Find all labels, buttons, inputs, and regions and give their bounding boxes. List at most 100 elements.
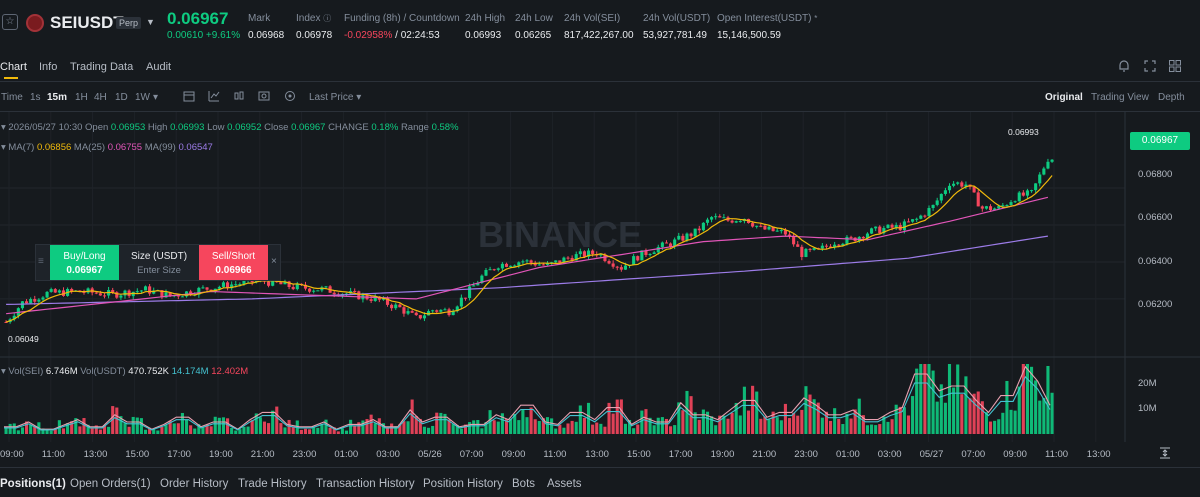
volume-bar xyxy=(242,426,246,434)
volume-bar xyxy=(16,430,20,434)
volume-bar xyxy=(205,424,209,434)
candle-body xyxy=(820,245,824,249)
ohlc-change: 0.18% xyxy=(371,122,399,133)
settings-icon[interactable] xyxy=(258,90,270,105)
buy-long-button[interactable]: Buy/Long 0.06967 xyxy=(50,245,119,280)
tab-order-history[interactable]: Order History xyxy=(160,478,229,490)
layout-grid-icon[interactable] xyxy=(1168,59,1182,73)
volume-bar xyxy=(184,419,189,434)
volume-bar xyxy=(669,426,673,434)
volume-bar xyxy=(870,424,874,434)
candle-body xyxy=(586,250,591,257)
volume-bar xyxy=(1009,409,1013,434)
tab-assets[interactable]: Assets xyxy=(547,478,582,490)
interval-4h[interactable]: 4H xyxy=(94,92,107,103)
candle-type-icon[interactable] xyxy=(233,90,245,105)
candle-body xyxy=(414,312,418,316)
symbol-name[interactable]: SEIUSDT xyxy=(50,13,124,32)
x-tick: 05/26 xyxy=(418,449,442,460)
interval-1s[interactable]: 1s xyxy=(30,92,41,103)
volume-bar xyxy=(947,364,952,434)
volume-info-row: ▾ Vol(SEI) 6.746M Vol(USDT) 470.752K 14.… xyxy=(1,366,249,377)
volume-bar xyxy=(570,420,574,434)
more-intervals-icon[interactable]: ▾ xyxy=(153,92,159,103)
volume-bar xyxy=(1025,364,1029,434)
price-type-select[interactable]: Last Price ▾ xyxy=(309,92,362,103)
candle-body xyxy=(697,228,701,231)
candle-body xyxy=(308,288,312,292)
indicator-icon[interactable] xyxy=(208,90,220,105)
volume-bar xyxy=(845,413,849,434)
candle-body xyxy=(591,250,595,255)
volume-bar xyxy=(262,421,267,434)
drag-handle-icon[interactable]: ≡ xyxy=(38,256,44,267)
tab-trade-history[interactable]: Trade History xyxy=(238,478,307,490)
candle-body xyxy=(369,299,373,301)
volume-bar xyxy=(197,424,201,434)
stat-value-mark: 0.06968 xyxy=(248,30,285,41)
bell-icon[interactable] xyxy=(1117,59,1131,73)
candle-body xyxy=(472,285,476,287)
volume-bar xyxy=(935,401,939,434)
size-input[interactable]: Size (USDT) Enter Size xyxy=(130,251,188,276)
interval-15m[interactable]: 15m xyxy=(47,92,68,103)
tab-audit[interactable]: Audit xyxy=(146,61,172,73)
candlestick-chart[interactable]: BINANCE xyxy=(0,112,1200,467)
candle-body xyxy=(291,287,295,290)
view-trading-view[interactable]: Trading View xyxy=(1091,92,1149,103)
tab-info[interactable]: Info xyxy=(39,61,58,73)
volume-bar xyxy=(390,423,394,434)
contract-badge: Perp xyxy=(116,17,142,29)
favorite-star-icon[interactable]: ☆ xyxy=(2,14,18,30)
interval-time[interactable]: Time xyxy=(1,92,23,103)
expand-icon[interactable] xyxy=(1143,59,1157,73)
tab-transaction-history[interactable]: Transaction History xyxy=(316,478,415,490)
volume-bar xyxy=(644,409,648,434)
crosshair-icon[interactable] xyxy=(284,90,296,105)
volume-bar xyxy=(828,420,833,434)
tab-chart[interactable]: Chart xyxy=(0,61,27,73)
view-original[interactable]: Original xyxy=(1045,92,1083,103)
volume-bar xyxy=(299,429,303,434)
sell-short-button[interactable]: Sell/Short 0.06966 xyxy=(199,245,268,280)
volume-bar xyxy=(226,418,230,434)
tab-trading-data[interactable]: Trading Data xyxy=(70,61,134,73)
interval-1h[interactable]: 1H xyxy=(75,92,88,103)
x-tick: 15:00 xyxy=(125,449,150,460)
volume-bar xyxy=(455,425,459,434)
tab-position-history[interactable]: Position History xyxy=(423,478,503,490)
tab-open-orders[interactable]: Open Orders(1) xyxy=(70,478,151,490)
volume-bar xyxy=(480,428,484,434)
candle-body xyxy=(878,226,882,234)
x-tick: 23:00 xyxy=(292,449,317,460)
close-icon[interactable]: × xyxy=(271,256,277,267)
volume-bar xyxy=(931,370,935,434)
candle-body xyxy=(988,206,993,211)
volume-bar xyxy=(373,423,377,434)
x-tick: 11:00 xyxy=(1045,449,1069,460)
volume-bar xyxy=(833,408,837,434)
symbol-dropdown-icon[interactable]: ▼ xyxy=(146,17,155,27)
volume-bar xyxy=(258,417,262,434)
volume-bar xyxy=(972,393,976,434)
volume-bar xyxy=(45,429,49,434)
candle-body xyxy=(792,236,796,245)
stat-value-index: 0.06978 xyxy=(296,30,333,41)
volume-bar xyxy=(353,425,357,434)
scale-reset-icon[interactable] xyxy=(1158,446,1172,463)
x-tick: 07:00 xyxy=(459,449,484,460)
candle-body xyxy=(242,280,246,285)
tab-positions[interactable]: Positions(1) xyxy=(0,478,66,490)
volume-bar xyxy=(328,427,332,434)
x-tick: 03:00 xyxy=(376,449,400,460)
volume-bar xyxy=(558,424,562,434)
volume-bar xyxy=(960,394,964,434)
x-tick: 21:00 xyxy=(752,449,777,460)
interval-1w[interactable]: 1W xyxy=(135,92,150,103)
interval-1d[interactable]: 1D xyxy=(115,92,128,103)
candle-body xyxy=(230,284,234,289)
tab-bots[interactable]: Bots xyxy=(512,478,536,490)
view-depth[interactable]: Depth xyxy=(1158,92,1185,103)
calendar-icon[interactable] xyxy=(183,90,195,105)
x-tick: 13:00 xyxy=(1086,449,1111,460)
